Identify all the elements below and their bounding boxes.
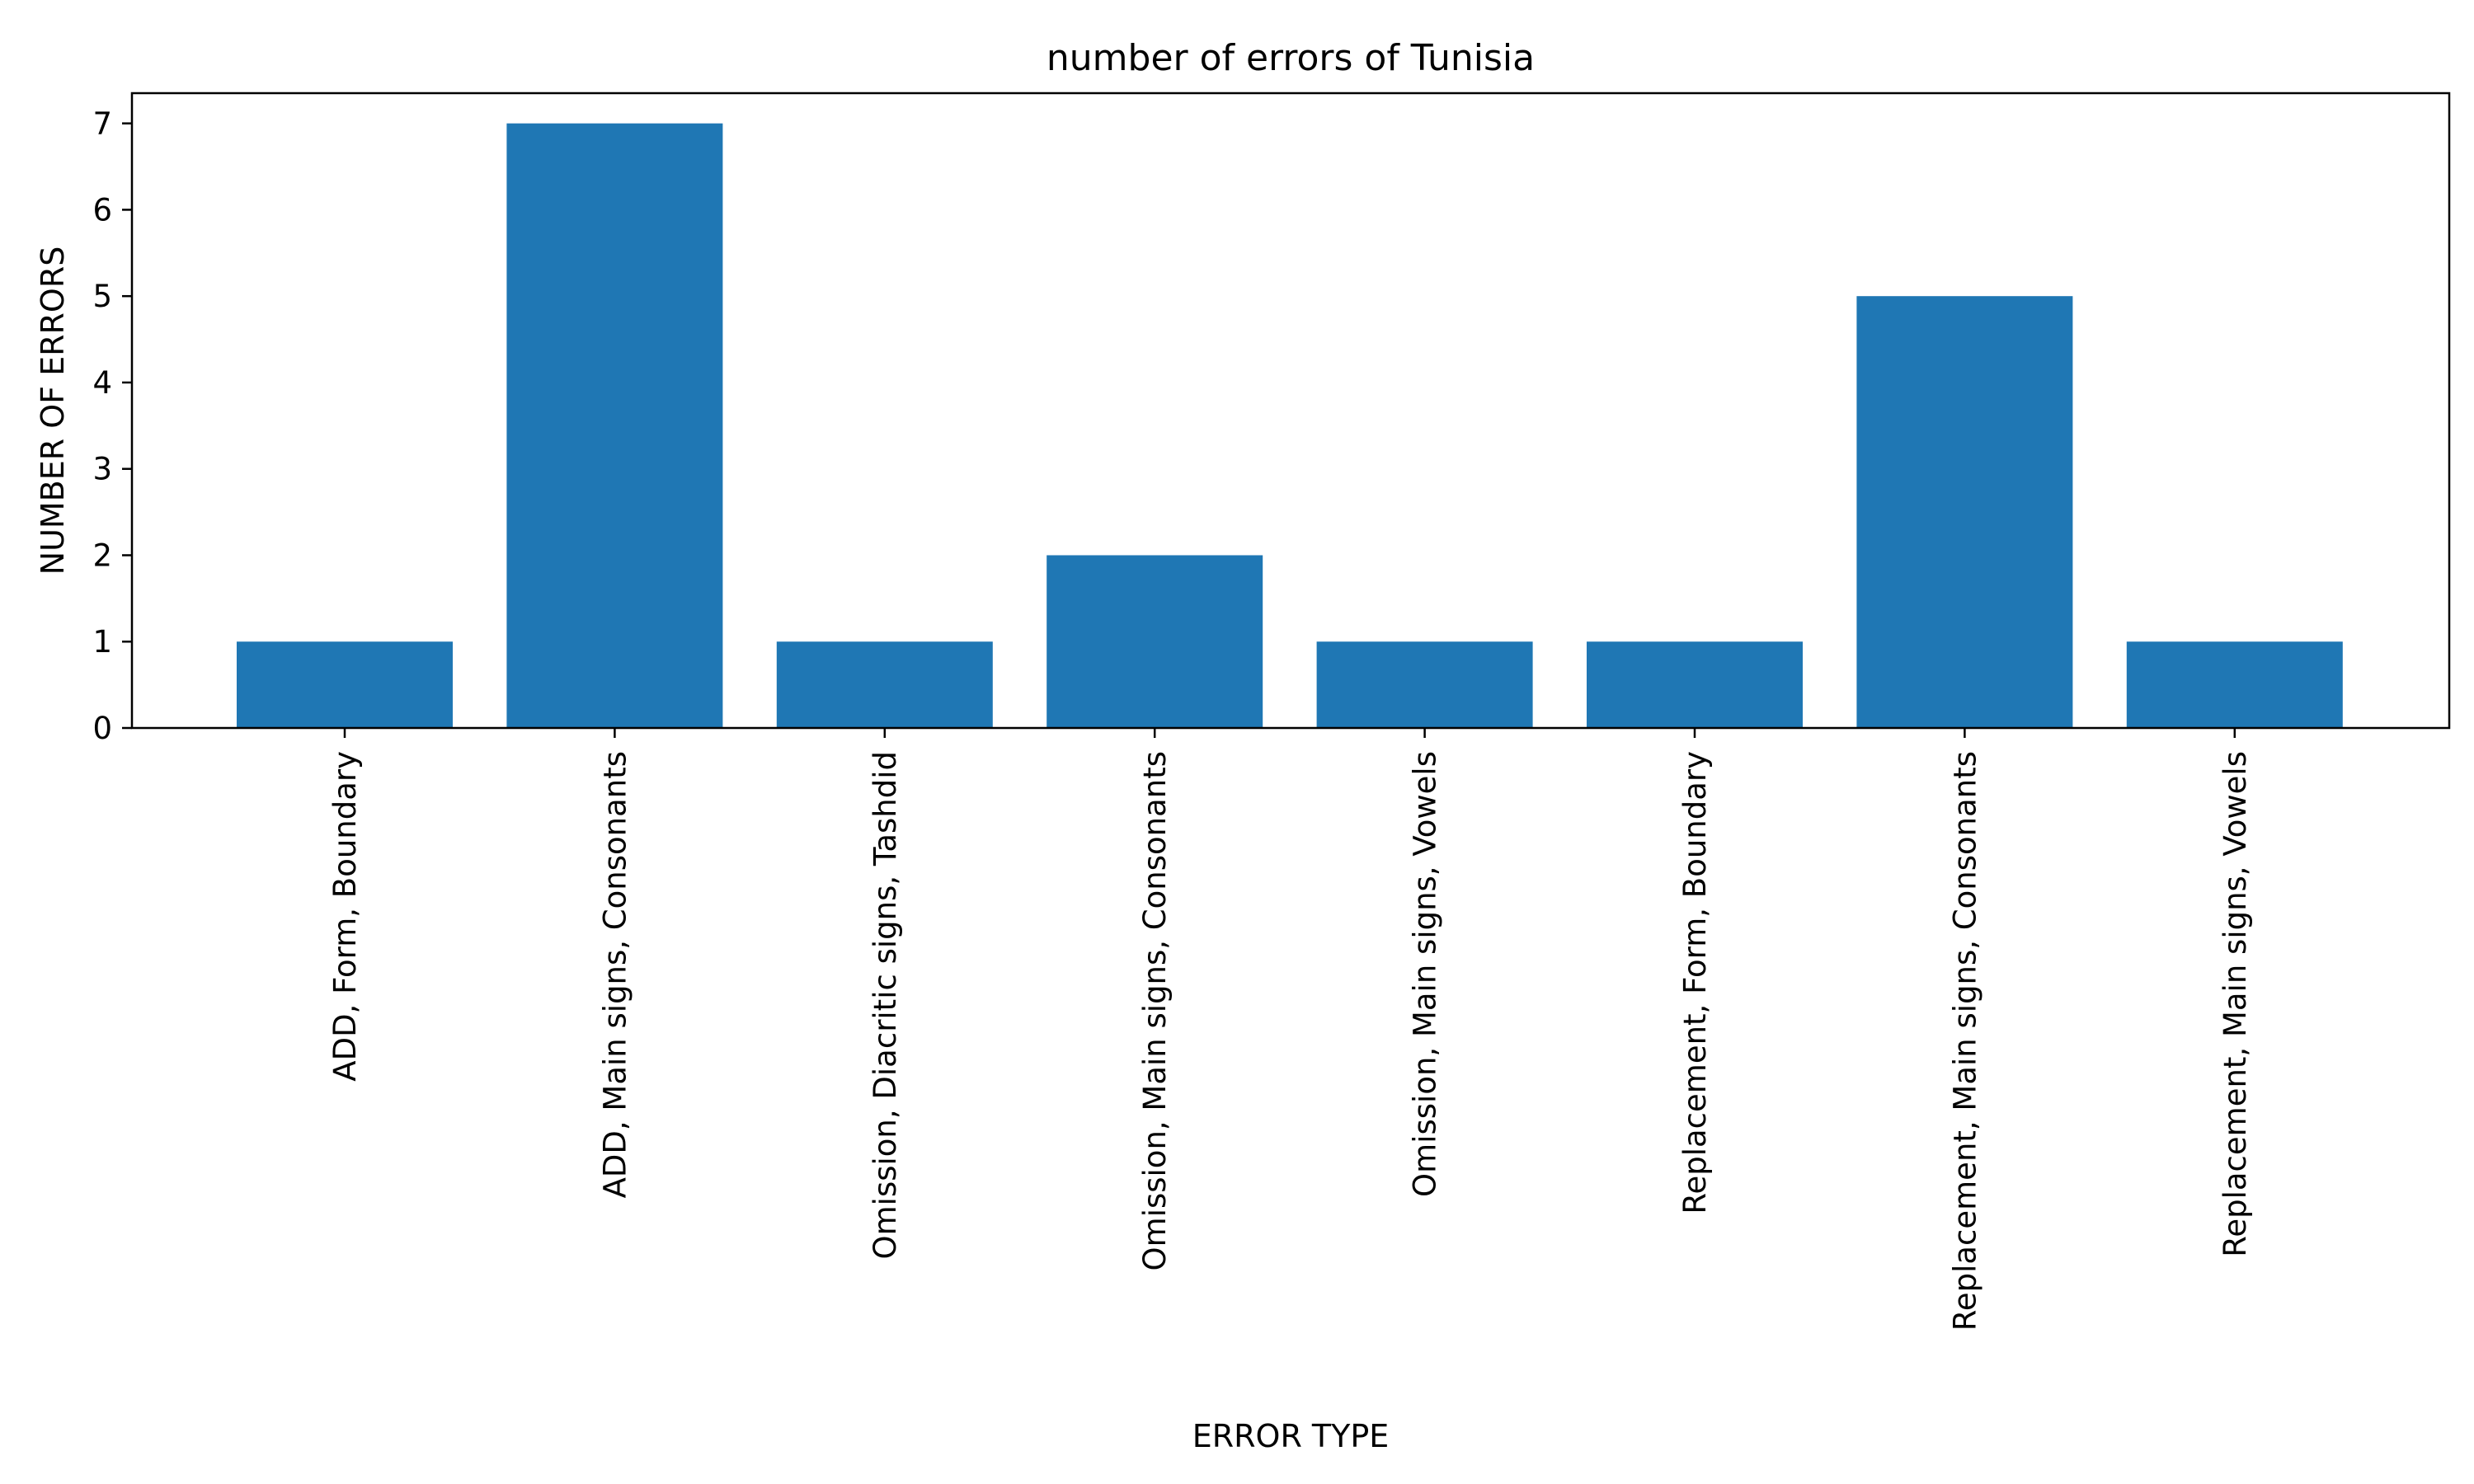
y-tick-label: 1 bbox=[92, 624, 112, 660]
x-tick-label: Omission, Diacritic signs, Tashdid bbox=[868, 751, 903, 1259]
y-tick-label: 2 bbox=[92, 538, 112, 573]
x-axis-ticks: ADD, Form, Boundary ADD, Main signs, Cons… bbox=[327, 728, 2253, 1331]
y-tick-label: 7 bbox=[92, 106, 112, 142]
bar-1 bbox=[237, 641, 453, 728]
y-tick-label: 6 bbox=[92, 192, 112, 228]
bar-6 bbox=[1587, 641, 1803, 728]
plot-frame bbox=[130, 92, 2451, 730]
y-tick-label: 5 bbox=[92, 279, 112, 314]
y-axis-ticks: 0 1 2 3 4 5 6 7 bbox=[92, 106, 132, 746]
x-tick-label: Replacement, Form, Boundary bbox=[1677, 751, 1713, 1214]
bar-8 bbox=[2126, 641, 2343, 728]
y-tick-label: 4 bbox=[92, 365, 112, 401]
bar-3 bbox=[776, 641, 993, 728]
x-tick-label: Replacement, Main signs, Consonants bbox=[1947, 751, 1982, 1331]
y-tick-label: 3 bbox=[92, 452, 112, 487]
x-tick-label: ADD, Form, Boundary bbox=[327, 751, 363, 1082]
x-tick-label: ADD, Main signs, Consonants bbox=[597, 751, 633, 1198]
x-axis-label: ERROR TYPE bbox=[1192, 1418, 1390, 1454]
y-tick-label: 0 bbox=[92, 711, 112, 746]
y-axis-label: NUMBER OF ERRORS bbox=[35, 247, 71, 575]
chart-title: number of errors of Tunisia bbox=[1047, 37, 1535, 79]
bar-7 bbox=[1856, 296, 2073, 728]
bar-5 bbox=[1316, 641, 1533, 728]
bars-group bbox=[237, 123, 2343, 728]
x-tick-label: Replacement, Main signs, Vowels bbox=[2218, 751, 2253, 1257]
bar-4 bbox=[1047, 555, 1263, 728]
x-tick-label: Omission, Main signs, Vowels bbox=[1408, 751, 1443, 1197]
bar-2 bbox=[506, 123, 723, 728]
x-tick-label: Omission, Main signs, Consonants bbox=[1137, 751, 1173, 1270]
